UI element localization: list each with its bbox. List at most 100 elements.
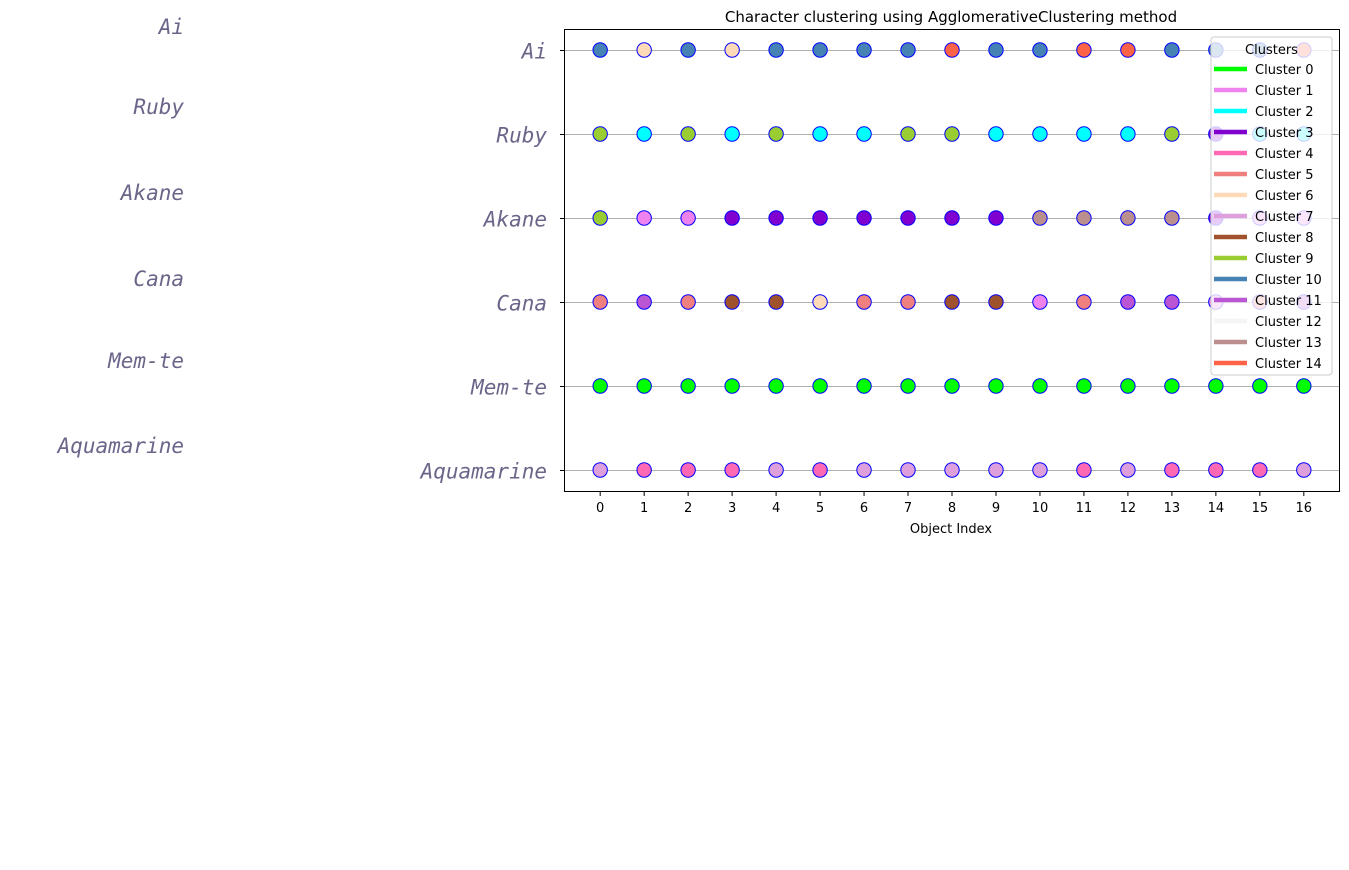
data-point	[680, 210, 696, 226]
data-point	[1076, 378, 1092, 394]
data-point	[900, 126, 916, 142]
data-point	[1076, 210, 1092, 226]
data-point	[592, 126, 608, 142]
side-label: Ai	[157, 15, 184, 39]
data-point	[724, 126, 740, 142]
x-tick-label: 3	[728, 501, 736, 516]
legend-label: Cluster 13	[1255, 336, 1322, 351]
x-tick-label: 9	[992, 501, 1000, 516]
data-point	[900, 462, 916, 478]
legend-label: Cluster 11	[1255, 294, 1322, 309]
data-point	[944, 294, 960, 310]
data-point	[724, 462, 740, 478]
x-tick-label: 12	[1120, 501, 1137, 516]
legend-label: Cluster 2	[1255, 105, 1314, 120]
data-point	[1032, 126, 1048, 142]
data-point	[724, 42, 740, 58]
x-tick-label: 4	[772, 501, 780, 516]
data-point	[1296, 462, 1312, 478]
side-label: Akane	[119, 181, 184, 205]
data-point	[1076, 462, 1092, 478]
data-point	[1120, 42, 1136, 58]
data-point	[1032, 294, 1048, 310]
data-point	[724, 294, 740, 310]
data-point	[1120, 378, 1136, 394]
side-label: Cana	[133, 267, 184, 291]
legend-label: Cluster 6	[1255, 189, 1314, 204]
data-point	[1164, 42, 1180, 58]
data-point	[988, 126, 1004, 142]
data-point	[944, 378, 960, 394]
data-point	[856, 126, 872, 142]
data-point	[768, 126, 784, 142]
data-point	[812, 294, 828, 310]
x-tick-label: 10	[1032, 501, 1049, 516]
data-point	[592, 462, 608, 478]
data-point	[636, 42, 652, 58]
data-point	[592, 210, 608, 226]
x-tick-label: 6	[860, 501, 868, 516]
x-tick-label: 8	[948, 501, 956, 516]
side-label: Mem-te	[107, 349, 184, 373]
data-point	[900, 42, 916, 58]
legend-label: Cluster 9	[1255, 252, 1314, 267]
data-point	[592, 42, 608, 58]
data-point	[856, 462, 872, 478]
legend-label: Cluster 8	[1255, 231, 1314, 246]
data-point	[1120, 462, 1136, 478]
data-point	[592, 378, 608, 394]
data-point	[1032, 378, 1048, 394]
data-point	[768, 462, 784, 478]
data-point	[636, 294, 652, 310]
data-point	[1032, 210, 1048, 226]
data-point	[636, 462, 652, 478]
x-tick-label: 11	[1076, 501, 1093, 516]
data-point	[944, 210, 960, 226]
data-point	[1032, 462, 1048, 478]
legend-label: Cluster 12	[1255, 315, 1322, 330]
data-point	[988, 210, 1004, 226]
data-point	[724, 378, 740, 394]
legend: Clusters Cluster 0 Cluster 1 Cluster 2 Clust…	[1210, 36, 1333, 376]
x-tick-label: 7	[904, 501, 912, 516]
data-point	[768, 294, 784, 310]
data-point	[1252, 378, 1268, 394]
data-point	[768, 42, 784, 58]
data-point	[1164, 210, 1180, 226]
legend-label: Cluster 7	[1255, 210, 1314, 225]
data-point	[636, 210, 652, 226]
y-tick-label: Mem-te	[470, 376, 547, 400]
y-tick-label: Aquamarine	[419, 460, 547, 484]
legend-label: Cluster 5	[1255, 168, 1314, 183]
legend-label: Cluster 3	[1255, 126, 1314, 141]
data-point	[768, 210, 784, 226]
legend-label: Cluster 10	[1255, 273, 1322, 288]
data-point	[636, 126, 652, 142]
data-point	[856, 210, 872, 226]
data-point	[680, 294, 696, 310]
x-tick-label: 16	[1296, 501, 1313, 516]
legend-label: Cluster 1	[1255, 84, 1314, 99]
legend-label: Cluster 4	[1255, 147, 1314, 162]
data-point	[1164, 126, 1180, 142]
side-label: Aquamarine	[56, 434, 184, 458]
data-point	[592, 294, 608, 310]
data-point	[988, 462, 1004, 478]
data-point	[1120, 210, 1136, 226]
data-point	[1164, 462, 1180, 478]
data-point	[680, 42, 696, 58]
data-point	[944, 462, 960, 478]
data-point	[988, 378, 1004, 394]
legend-label: Cluster 0	[1255, 63, 1314, 78]
data-point	[1120, 126, 1136, 142]
data-point	[988, 294, 1004, 310]
data-point	[812, 126, 828, 142]
data-point	[988, 42, 1004, 58]
chart-title: Character clustering using Agglomerative…	[725, 8, 1177, 26]
data-point	[1208, 378, 1224, 394]
legend-label: Cluster 14	[1255, 357, 1322, 372]
x-axis: 0 1 2 3 4 5 6 7 8 9 10 11 12 13 14 15 16	[596, 491, 1312, 516]
data-point	[812, 378, 828, 394]
data-point	[856, 42, 872, 58]
